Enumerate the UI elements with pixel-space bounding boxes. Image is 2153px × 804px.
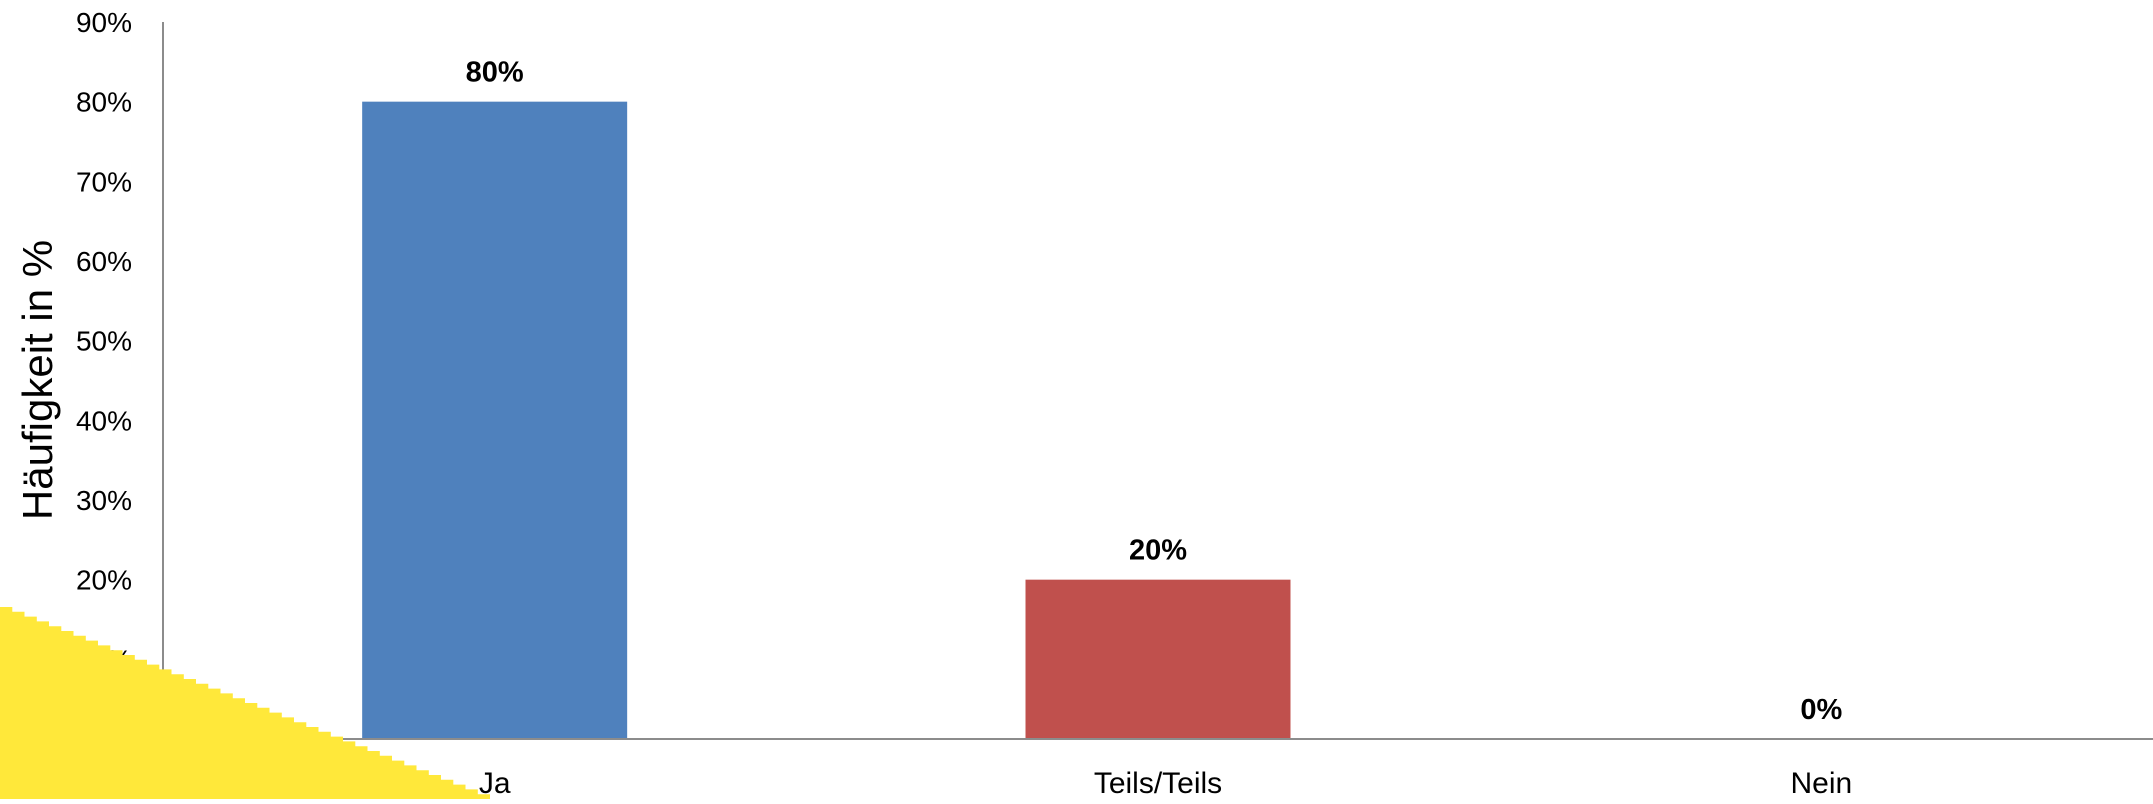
bars: [362, 101, 1291, 739]
y-tick-label: 60%: [76, 246, 132, 277]
y-tick-label: 90%: [76, 7, 132, 38]
x-tick-label: Nein: [1790, 767, 1852, 799]
data-label: 80%: [466, 57, 524, 89]
y-tick-label: 20%: [76, 565, 132, 596]
y-axis-title: Häufigkeit in %: [14, 240, 61, 520]
data-label: 20%: [1129, 535, 1187, 567]
y-tick-label: 80%: [76, 87, 132, 118]
y-tick-labels: 0%10%20%30%40%50%60%70%80%90%: [76, 7, 132, 755]
yellow-corner-decoration: [0, 607, 490, 799]
y-tick-label: 40%: [76, 405, 132, 436]
y-tick-label: 50%: [76, 326, 132, 357]
y-tick-label: 70%: [76, 166, 132, 197]
data-labels: 80% 20% 0%: [466, 57, 1843, 726]
y-tick-label: 30%: [76, 485, 132, 516]
bar: [362, 101, 628, 739]
x-tick-label: Teils/Teils: [1094, 767, 1222, 799]
data-label: 0%: [1800, 694, 1842, 726]
bar: [1025, 579, 1291, 739]
x-tick-labels: Ja Teils/Teils Nein: [479, 767, 1852, 800]
